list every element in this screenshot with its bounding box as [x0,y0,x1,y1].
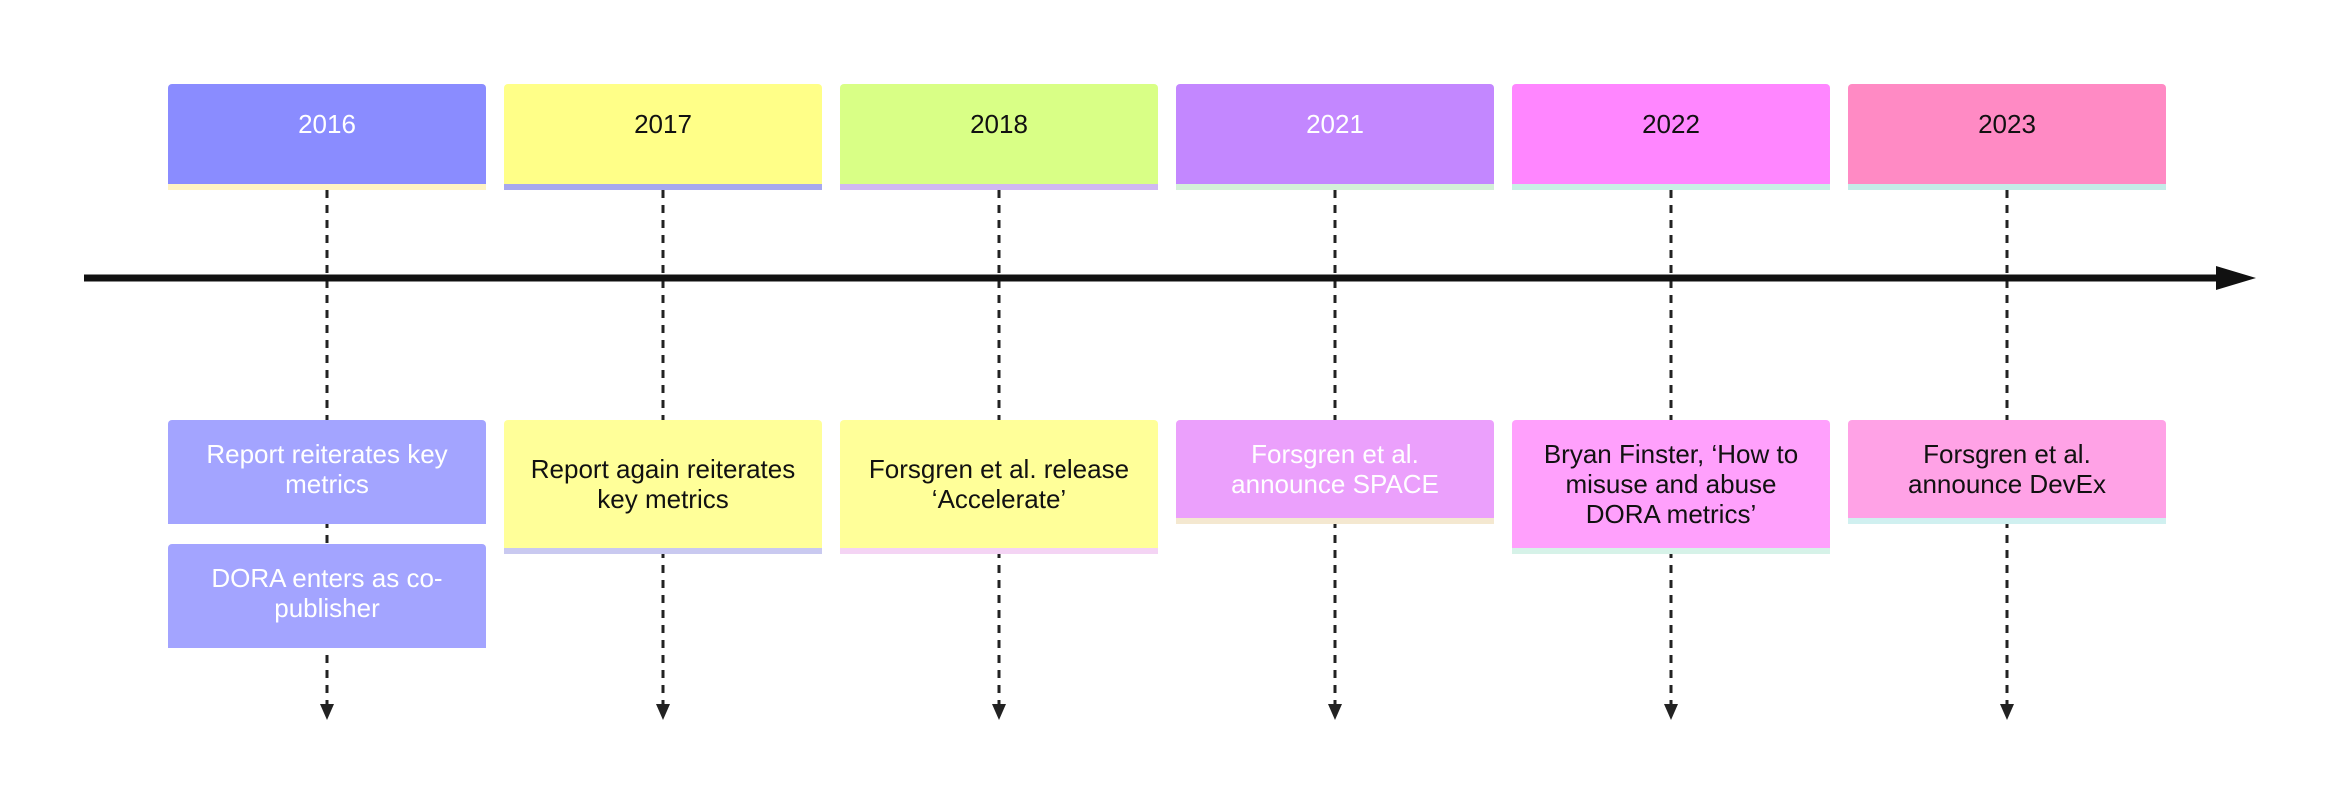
event-card [168,420,486,524]
event-card [840,420,1158,554]
card-accent-strip [504,548,822,554]
card-accent-strip [1176,518,1494,524]
timeline-axis-layer [84,266,2256,290]
card-accent-strip [840,548,1158,554]
year-card-2022 [1512,84,1830,190]
connector-arrowhead [2000,704,2014,720]
card-accent-strip [1512,548,1830,554]
card-accent-strip [1176,184,1494,190]
card-accent-strip [1848,518,2166,524]
year-card-2018 [840,84,1158,190]
card-accent-strip [504,184,822,190]
card-accent-strip [1512,184,1830,190]
event-card [504,420,822,554]
year-card-2023 [1848,84,2166,190]
event-card [1512,420,1830,554]
connector-arrowhead [320,704,334,720]
year-card-2021 [1176,84,1494,190]
event-card [1848,420,2166,524]
card-accent-strip [168,184,486,190]
card-layer [168,84,2166,648]
card-accent-strip [168,642,486,648]
card-accent-strip [168,518,486,524]
card-accent-strip [1848,184,2166,190]
timeline-axis-arrowhead [2216,266,2256,290]
connector-arrowhead [992,704,1006,720]
event-card [168,544,486,648]
connector-arrowhead [1328,704,1342,720]
connector-arrowhead [656,704,670,720]
card-accent-strip [840,184,1158,190]
event-card [1176,420,1494,524]
connector-arrowhead [1664,704,1678,720]
year-card-2017 [504,84,822,190]
year-card-2016 [168,84,486,190]
